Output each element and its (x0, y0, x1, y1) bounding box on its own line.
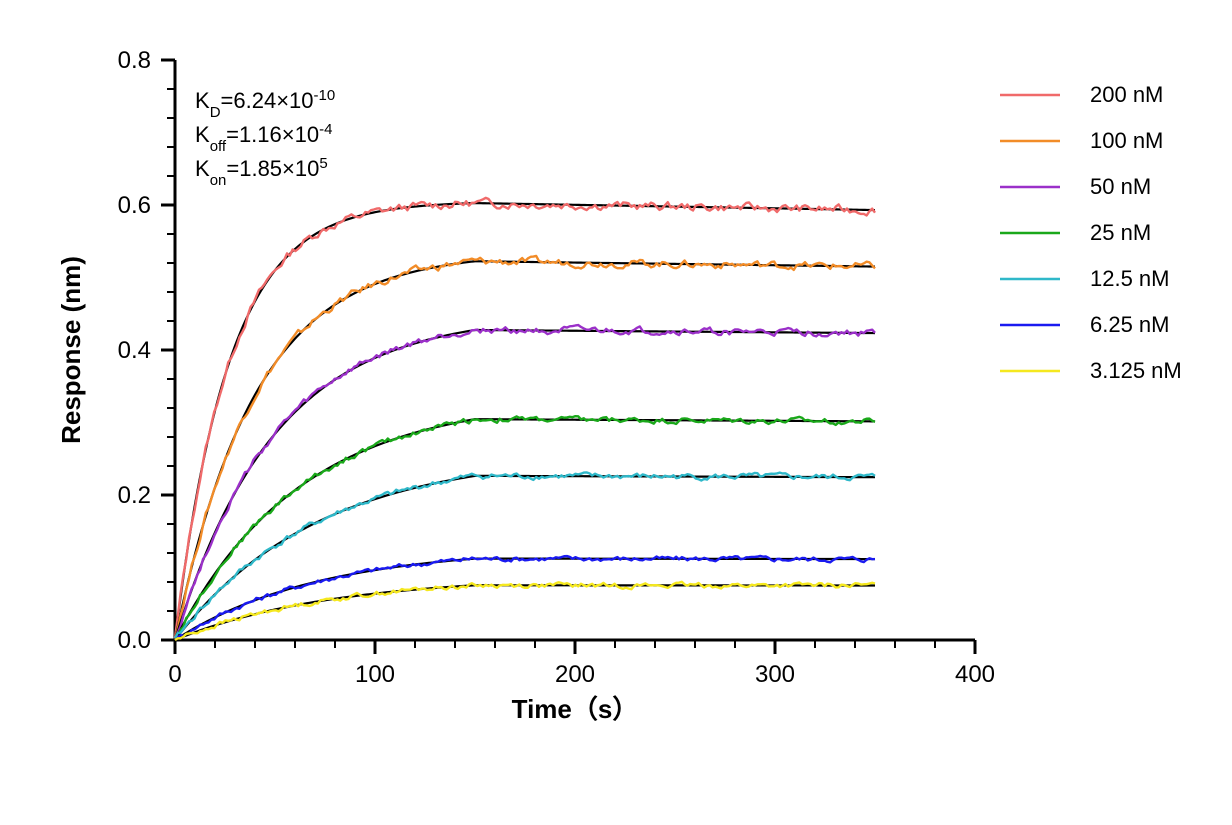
legend-label: 3.125 nM (1090, 358, 1182, 383)
y-tick-label: 0.6 (118, 192, 151, 219)
x-tick-label: 0 (168, 661, 181, 688)
legend-label: 12.5 nM (1090, 266, 1170, 291)
sensorgram-chart: 0 100 200 300 400 0.0 0.2 0.4 0.6 0.8 Time（s） Respo… (0, 0, 1232, 825)
y-axis-label: Response (nm) (56, 256, 86, 444)
y-tick-label: 0.0 (118, 627, 151, 654)
x-axis-label: Time（s） (512, 694, 639, 724)
legend-label: 100 nM (1090, 128, 1163, 153)
legend-label: 6.25 nM (1090, 312, 1170, 337)
y-tick-label: 0.4 (118, 337, 151, 364)
x-tick-label: 400 (955, 661, 995, 688)
y-tick-label: 0.2 (118, 482, 151, 509)
legend-label: 25 nM (1090, 220, 1151, 245)
y-tick-label: 0.8 (118, 47, 151, 74)
chart-container: 0 100 200 300 400 0.0 0.2 0.4 0.6 0.8 Time（s） Respo… (0, 0, 1232, 825)
x-tick-label: 100 (355, 661, 395, 688)
legend-label: 200 nM (1090, 82, 1163, 107)
x-tick-label: 300 (755, 661, 795, 688)
x-tick-label: 200 (555, 661, 595, 688)
legend-label: 50 nM (1090, 174, 1151, 199)
